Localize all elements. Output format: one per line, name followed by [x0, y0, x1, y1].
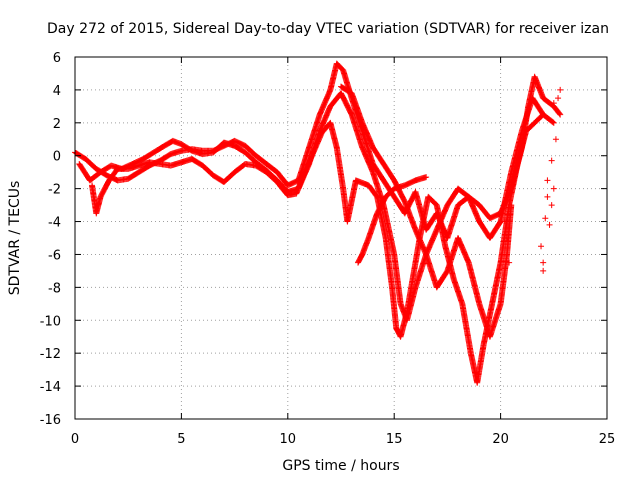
- data-point-track-3: [540, 111, 547, 118]
- data-point-scatter-edge: [538, 243, 545, 250]
- y-tick-label: -16: [40, 413, 61, 428]
- y-tick-label: 6: [53, 51, 61, 66]
- data-point-track-3: [539, 112, 546, 119]
- data-markers: [72, 60, 564, 386]
- data-point-scatter-edge: [540, 259, 547, 266]
- data-point-track-5: [423, 174, 430, 181]
- data-point-scatter-edge: [548, 157, 555, 164]
- data-point-scatter-edge: [548, 202, 555, 209]
- data-point-scatter-edge: [503, 235, 510, 241]
- data-point-track-1: [556, 110, 563, 117]
- data-point-scatter-edge: [544, 193, 551, 200]
- data-point-scatter-edge: [542, 215, 549, 222]
- y-tick-label: -6: [48, 248, 61, 263]
- data-point-scatter-edge: [501, 218, 508, 225]
- y-tick-label: -2: [48, 183, 61, 198]
- y-tick-label: -8: [48, 281, 61, 296]
- data-point-scatter-edge: [557, 86, 564, 93]
- data-point-scatter-edge: [544, 177, 551, 184]
- x-tick-label: 15: [386, 432, 403, 447]
- data-point-scatter-edge: [552, 136, 559, 143]
- data-point-scatter-edge: [550, 100, 557, 107]
- x-tick-labels: 0 5 10 15 20 25: [71, 432, 615, 447]
- y-tick-labels: -16 -14 -12 -10 -8 -6 -4 -2 0 2 4 6: [40, 51, 61, 428]
- y-tick-label: 2: [53, 117, 61, 132]
- data-point-track-1: [557, 111, 564, 118]
- y-tick-label: -4: [48, 216, 61, 231]
- y-tick-label: -14: [40, 380, 61, 395]
- x-tick-label: 10: [280, 432, 297, 447]
- y-axis-label: SDTVAR / TECUs: [7, 181, 23, 296]
- x-tick-label: 0: [71, 432, 79, 447]
- x-axis-label: GPS time / hours: [282, 458, 399, 474]
- x-tick-label: 20: [492, 432, 509, 447]
- axis-ticks: [74, 56, 608, 420]
- data-point-scatter-edge: [555, 95, 562, 102]
- chart-title: Day 272 of 2015, Sidereal Day-to-day VTE…: [47, 21, 609, 37]
- y-tick-label: -12: [40, 347, 61, 362]
- y-tick-label: -10: [40, 314, 61, 329]
- x-tick-label: 5: [177, 432, 185, 447]
- data-point-track-2: [550, 119, 557, 126]
- data-point-scatter-edge: [550, 185, 557, 192]
- data-point-scatter-edge: [546, 221, 553, 228]
- y-tick-label: 0: [53, 150, 61, 165]
- data-point-scatter-edge: [540, 267, 547, 274]
- y-tick-label: 4: [53, 84, 61, 99]
- data-point-scatter-edge: [506, 259, 513, 266]
- data-point-track-2: [549, 119, 556, 126]
- plot-frame: [74, 56, 608, 420]
- data-point-track-4: [508, 202, 515, 209]
- x-tick-label: 25: [599, 432, 616, 447]
